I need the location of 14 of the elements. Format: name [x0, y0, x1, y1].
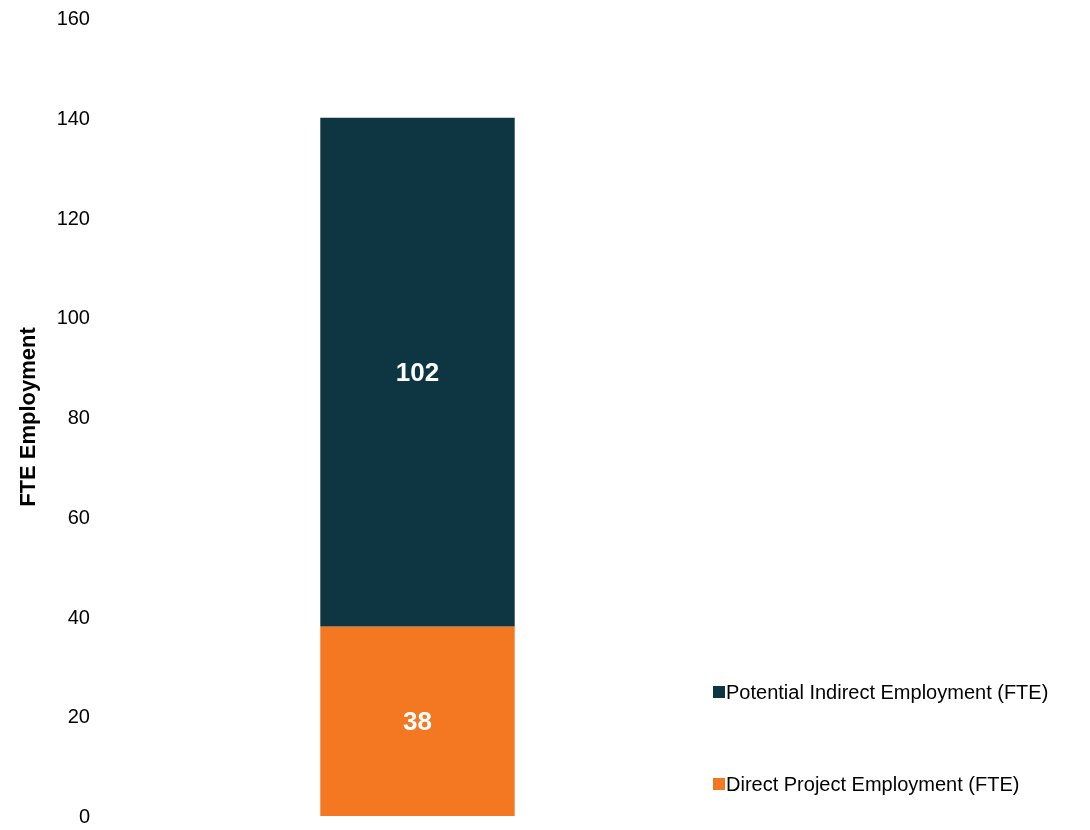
y-tick-label: 120 [56, 206, 90, 229]
data-label: 102 [395, 357, 440, 388]
y-tick-label: 80 [67, 406, 90, 428]
legend-label: Potential Indirect Employment (FTE) [726, 681, 1049, 703]
y-tick-label: 20 [67, 705, 90, 728]
y-tick-label: 40 [67, 605, 90, 628]
y-tick-label: 140 [56, 106, 90, 129]
y-axis-title: FTE Employment [15, 326, 40, 507]
data-label: 38 [403, 706, 432, 737]
y-tick-label: 100 [56, 306, 90, 329]
y-tick-label: 60 [67, 505, 90, 528]
y-tick-label: 160 [56, 7, 90, 29]
y-tick-label: 0 [78, 805, 90, 827]
legend-label: Direct Project Employment (FTE) [726, 773, 1020, 795]
